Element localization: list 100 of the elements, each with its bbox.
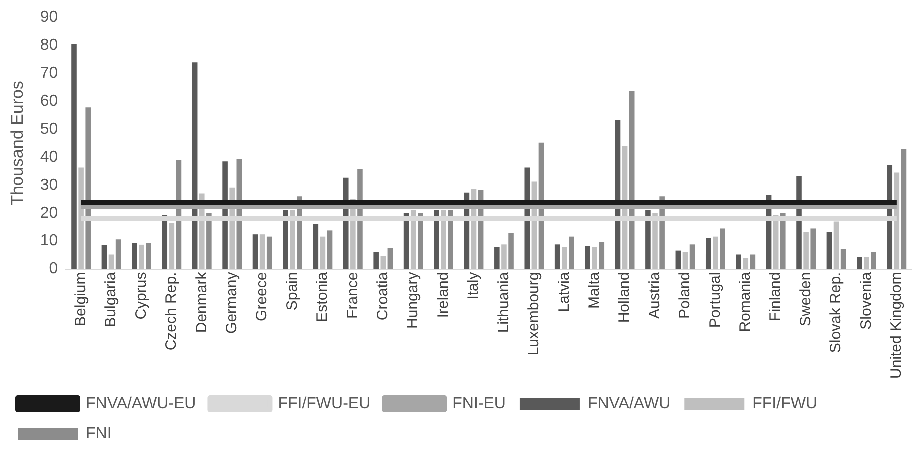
legend-label: FNI [86, 425, 112, 442]
bar [736, 254, 742, 270]
bar [682, 252, 688, 270]
x-tick-label: Cyprus [132, 272, 150, 320]
bar [320, 236, 326, 270]
y-tick-label: 0 [49, 260, 58, 278]
y-tick-label: 40 [40, 148, 58, 166]
bar [266, 236, 272, 270]
bar [283, 210, 288, 270]
x-tick-label: Luxembourg [526, 272, 543, 356]
x-tick-label: Finland [767, 272, 784, 322]
x-tick-label: Croatia [374, 272, 392, 321]
x-tick-label: Poland [676, 272, 694, 319]
bar [434, 210, 440, 270]
bar [826, 232, 832, 270]
x-tick-label: Latvia [556, 272, 573, 312]
x-tick-label: Bulgaria [102, 272, 120, 328]
bar [388, 248, 394, 270]
bar [102, 244, 108, 270]
y-tick-label: 30 [40, 176, 58, 194]
x-tick-label: Sweden [797, 272, 814, 326]
bar [713, 236, 718, 270]
y-tick-label: 10 [40, 232, 58, 250]
bar [108, 254, 114, 270]
bar [146, 243, 152, 270]
bar [441, 210, 446, 270]
bar [502, 244, 507, 270]
y-tick-label: 50 [40, 120, 58, 138]
x-tick-label: Lithuania [495, 272, 512, 334]
x-tick-label: United Kingdom [888, 272, 906, 380]
bar [743, 258, 749, 270]
bar [206, 213, 212, 270]
x-tick-label: Germany [223, 272, 240, 334]
legend-label: FNVA/AWU-EU [86, 395, 196, 412]
bar [72, 44, 77, 270]
x-tick-label: Estonia [314, 272, 332, 322]
bar [810, 228, 816, 270]
bar [169, 223, 175, 270]
y-tick-label: 90 [40, 9, 58, 26]
bar [646, 210, 651, 270]
x-tick-label: Malta [586, 272, 603, 309]
bar [562, 247, 568, 270]
bar [508, 233, 514, 270]
y-axis-title: Thousand Euros [8, 81, 27, 206]
x-tick-label: Romania [737, 272, 754, 332]
x-tick-label: Slovak Rep. [828, 272, 845, 354]
bar [676, 250, 682, 270]
x-tick-label: Czech Rep. [163, 272, 180, 351]
bar [260, 234, 266, 270]
legend-label: FFI/FWU [752, 395, 818, 412]
bar [448, 210, 454, 270]
bar [857, 258, 862, 270]
bar [652, 213, 658, 270]
bar [864, 258, 870, 270]
bar [599, 242, 605, 270]
bar [380, 256, 386, 270]
x-tick-label: France [344, 272, 362, 319]
bar [780, 213, 786, 270]
y-tick-label: 80 [40, 36, 58, 54]
legend-label: FFI/FWU-EU [278, 395, 371, 412]
x-tick-label: Austria [646, 272, 664, 319]
bar [132, 243, 138, 270]
bar [834, 222, 840, 270]
bar [554, 244, 560, 270]
x-tick-label: Ireland [434, 272, 452, 318]
bar [871, 252, 876, 270]
x-tick-label: Spain [284, 272, 301, 311]
bar [290, 210, 296, 270]
bar [840, 249, 846, 270]
bar [804, 232, 809, 270]
bar [494, 247, 500, 270]
bar [78, 168, 84, 270]
bar [592, 247, 598, 270]
x-tick-label: Hungary [404, 272, 422, 329]
bar [690, 244, 696, 270]
y-tick-label: 70 [40, 64, 58, 82]
y-tick-label: 20 [40, 204, 58, 222]
x-tick-label: Slovenia [858, 272, 875, 330]
x-tick-label: Italy [465, 272, 482, 300]
bar [116, 240, 122, 270]
x-tick-label: Holland [616, 272, 634, 324]
bar [569, 236, 574, 270]
bar [139, 244, 144, 270]
bar [252, 234, 258, 270]
bar [313, 224, 319, 270]
bar [86, 108, 91, 270]
bar [162, 215, 168, 270]
x-tick-label: Greece [254, 272, 271, 322]
y-tick-label: 60 [40, 92, 58, 110]
bar [585, 246, 590, 270]
bar [750, 254, 756, 270]
x-tick-label: Denmark [193, 272, 210, 334]
bar [374, 252, 379, 270]
x-tick-label: Belgium [72, 272, 90, 326]
x-tick-label: Portugal [706, 272, 724, 328]
legend-label: FNVA/AWU [588, 395, 671, 412]
legend-label: FNI-EU [452, 395, 506, 412]
bar [901, 149, 907, 270]
bar [720, 228, 726, 270]
bar [706, 238, 712, 270]
